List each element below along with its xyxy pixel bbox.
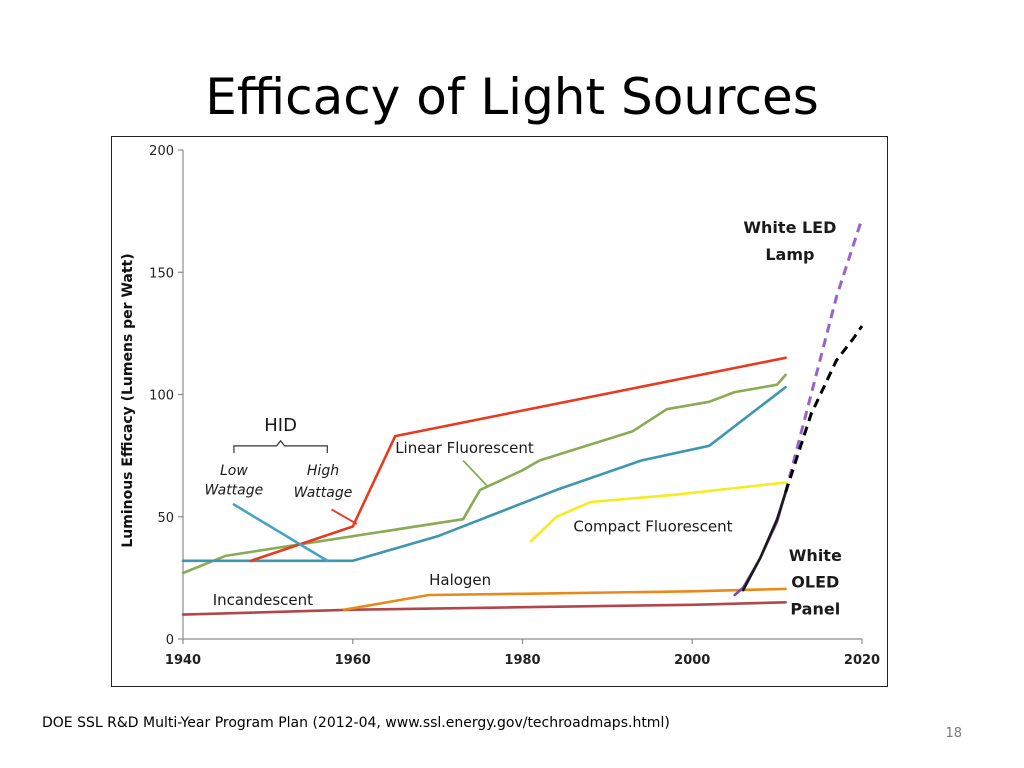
efficacy-chart: 0 50 100 150 200 1940 1960 1980 2000 2020 Luminous… <box>120 144 880 668</box>
series-line-white-oled-panel <box>733 490 787 597</box>
chart-callouts <box>233 439 490 525</box>
annotation-linear-fluorescent: Linear Fluorescent <box>395 439 534 457</box>
annotation-halogen: Halogen <box>429 571 491 589</box>
series-line-linear-fluorescent <box>181 373 787 575</box>
chart-annotations: HID Low Wattage High Wattage Linear Fluoresce… <box>205 218 842 618</box>
x-tick-label: 1940 <box>165 653 201 668</box>
y-tick-label: 200 <box>149 144 174 159</box>
y-tick-label: 0 <box>166 633 174 648</box>
y-axis-label: Luminous Efficacy (Lumens per Watt) <box>120 253 136 547</box>
series-line-halogen <box>343 587 787 612</box>
chart-frame: 0 50 100 150 200 1940 1960 1980 2000 2020 Luminous… <box>111 136 888 687</box>
hid-brace <box>233 439 328 454</box>
series-line-compact-fluorescent <box>529 481 787 543</box>
annotation-hid: HID <box>264 415 297 436</box>
series-line-unlabeled-5 <box>232 503 329 563</box>
annotation-white-oled-2: OLED <box>791 573 839 592</box>
x-tick-label: 1960 <box>335 653 371 668</box>
annotation-white-led-1: White LED <box>743 218 836 237</box>
page-number: 18 <box>945 726 962 741</box>
annotation-white-oled-1: White <box>789 546 842 565</box>
annotation-wattage-low: Wattage <box>205 483 264 499</box>
series-line-unlabeled-4 <box>249 356 787 563</box>
series-line-incandescent <box>181 600 787 616</box>
y-tick-label: 50 <box>157 511 174 526</box>
annotation-compact-fluorescent: Compact Fluorescent <box>573 517 732 535</box>
annotation-incandescent: Incandescent <box>213 591 313 609</box>
annotation-white-led-2: Lamp <box>765 245 814 264</box>
series-line-unlabeled-3 <box>181 385 787 563</box>
annotation-white-oled-3: Panel <box>790 600 840 619</box>
x-tick-label: 2020 <box>844 653 880 668</box>
x-tick-label: 2000 <box>674 653 710 668</box>
series-line-white-led-lamp <box>784 218 864 493</box>
annotation-low: Low <box>220 463 248 479</box>
chart-series <box>181 218 864 616</box>
chart-axes: 0 50 100 150 200 1940 1960 1980 2000 2020 Luminous… <box>120 144 880 668</box>
series-line-unlabeled-8 <box>741 490 787 592</box>
linear-fluorescent-pointer <box>462 459 490 489</box>
series-line-unlabeled-10 <box>784 325 864 493</box>
annotation-high: High <box>307 463 339 479</box>
annotation-wattage-high: Wattage <box>294 485 353 501</box>
slide-title: Efficacy of Light Sources <box>205 68 819 126</box>
high-wattage-pointer <box>331 508 358 525</box>
source-note: DOE SSL R&D Multi-Year Program Plan (201… <box>42 715 670 731</box>
y-tick-label: 150 <box>149 266 174 281</box>
x-tick-label: 1980 <box>504 653 540 668</box>
y-tick-label: 100 <box>149 389 174 404</box>
